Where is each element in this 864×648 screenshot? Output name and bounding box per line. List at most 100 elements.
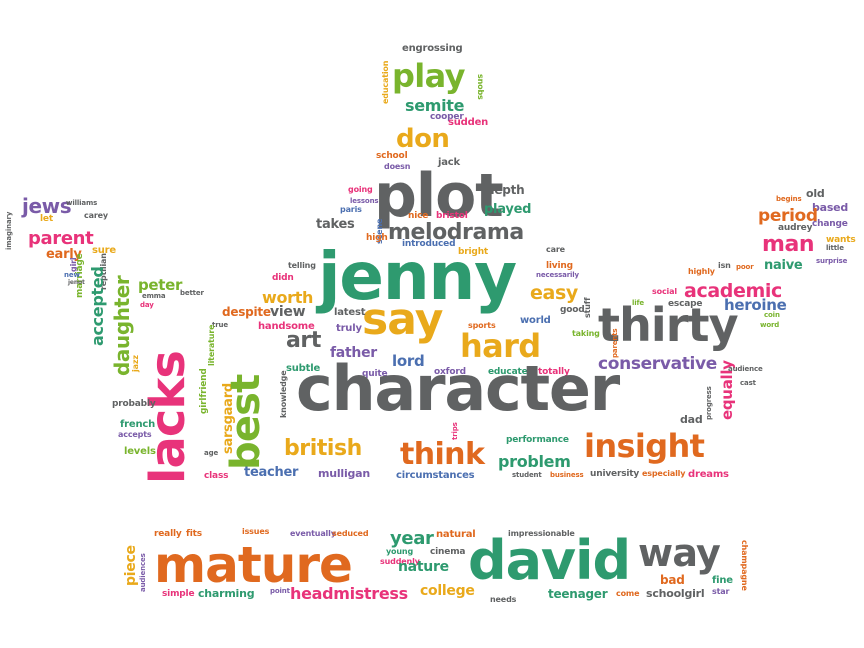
- cloud-word: old: [806, 187, 825, 200]
- cloud-word: paris: [340, 205, 362, 214]
- cloud-word: way: [638, 531, 721, 575]
- cloud-word: begins: [776, 195, 802, 203]
- cloud-word: teenager: [548, 587, 608, 601]
- cloud-word: view: [270, 304, 306, 320]
- cloud-word: coin: [764, 311, 780, 319]
- cloud-word: college: [420, 583, 475, 599]
- cloud-word: age: [204, 449, 219, 457]
- cloud-word: hard: [460, 327, 541, 365]
- cloud-word: jenny: [318, 238, 517, 315]
- cloud-word: best: [223, 374, 269, 471]
- cloud-word: champagne: [740, 540, 749, 591]
- cloud-word: peter: [138, 276, 183, 294]
- cloud-word: education: [381, 60, 390, 104]
- cloud-word: cooper: [430, 112, 464, 122]
- cloud-word: stuff: [583, 297, 592, 318]
- cloud-word: seduced: [332, 529, 369, 538]
- cloud-word: star: [712, 587, 730, 596]
- cloud-word: year: [390, 528, 434, 549]
- cloud-word: jazz: [131, 355, 140, 372]
- cloud-word: business: [550, 471, 584, 479]
- cloud-word: doesn: [384, 162, 411, 171]
- cloud-word: plot: [374, 161, 504, 231]
- cloud-word: handsome: [258, 321, 315, 332]
- cloud-word: knowledge: [279, 370, 288, 418]
- cloud-word: schoolgirl: [646, 587, 705, 600]
- cloud-word: escape: [668, 299, 703, 309]
- cloud-word: lessons: [350, 197, 379, 205]
- cloud-word: student: [512, 471, 542, 479]
- cloud-word: easy: [530, 282, 578, 304]
- cloud-word: cinema: [430, 547, 466, 557]
- cloud-word: social: [652, 287, 677, 296]
- cloud-word: true: [212, 321, 228, 329]
- cloud-word: quite: [362, 369, 388, 379]
- cloud-word: circumstances: [396, 470, 475, 481]
- cloud-word: heroine: [724, 296, 787, 314]
- cloud-word: man: [762, 232, 815, 257]
- cloud-word: daughter: [110, 275, 134, 376]
- cloud-word: necessarily: [536, 271, 579, 279]
- cloud-word: piece: [123, 545, 139, 586]
- cloud-word: impressionable: [508, 529, 575, 538]
- cloud-word: probably: [112, 399, 156, 409]
- cloud-word: eventually: [290, 529, 336, 538]
- cloud-word: point: [270, 587, 290, 595]
- cloud-word: care: [546, 245, 565, 254]
- cloud-word: oxford: [434, 367, 466, 377]
- cloud-word: latest: [334, 307, 366, 318]
- cloud-word: thirty: [598, 298, 739, 352]
- cloud-word: audience: [728, 365, 763, 373]
- cloud-word: going: [348, 185, 373, 194]
- cloud-word: williams: [66, 199, 98, 207]
- cloud-word: accepts: [118, 430, 152, 439]
- cloud-word: british: [284, 436, 362, 461]
- cloud-word: french: [120, 419, 156, 430]
- cloud-word: worth: [262, 288, 314, 307]
- cloud-word: isn: [718, 261, 731, 270]
- cloud-word: nature: [398, 559, 449, 575]
- cloud-word: young: [386, 547, 414, 556]
- cloud-word: natural: [436, 529, 476, 540]
- cloud-word: class: [204, 471, 229, 481]
- cloud-word: mature: [154, 536, 353, 594]
- cloud-word: change: [812, 219, 848, 229]
- cloud-word: accepted: [88, 266, 107, 346]
- cloud-word: needs: [490, 595, 517, 604]
- cloud-word: imaginary: [5, 211, 13, 250]
- cloud-word: day: [140, 301, 154, 309]
- cloud-word: sudden: [448, 117, 489, 128]
- cloud-word: despite: [222, 305, 271, 319]
- cloud-word: world: [520, 315, 551, 326]
- cloud-word: teacher: [244, 465, 299, 480]
- cloud-word: life: [632, 299, 645, 307]
- cloud-word: father: [330, 345, 377, 361]
- cloud-word: audrey: [778, 223, 813, 233]
- cloud-word: living: [546, 261, 573, 271]
- cloud-word: progress: [705, 386, 713, 420]
- cloud-word: headmistress: [290, 584, 408, 603]
- cloud-word: girlfriend: [199, 368, 209, 414]
- cloud-word: academic: [684, 280, 782, 302]
- cloud-word: think: [400, 437, 485, 472]
- cloud-word: jews: [22, 194, 72, 218]
- cloud-word: literature: [207, 324, 216, 366]
- cloud-word: wants: [826, 235, 856, 245]
- cloud-word: truly: [336, 323, 362, 334]
- cloud-word: play: [392, 57, 465, 95]
- cloud-word: nice: [408, 211, 429, 221]
- cloud-word: little: [826, 244, 844, 252]
- cloud-word: didn: [272, 273, 294, 283]
- cloud-word: fits: [186, 529, 202, 539]
- cloud-word: highly: [688, 267, 715, 276]
- cloud-word: totally: [538, 367, 570, 377]
- cloud-word: good: [560, 305, 585, 315]
- cloud-word: taking: [572, 329, 600, 338]
- cloud-word: emma: [142, 292, 166, 300]
- cloud-word: engrossing: [402, 43, 463, 54]
- cloud-word: jenot: [68, 279, 85, 286]
- cloud-word: issues: [242, 527, 270, 536]
- cloud-word: educated: [488, 367, 534, 377]
- cloud-word: charming: [198, 587, 255, 600]
